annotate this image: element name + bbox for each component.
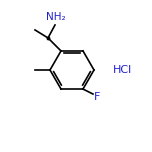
Text: HCl: HCl — [112, 65, 132, 75]
Text: NH₂: NH₂ — [46, 12, 66, 22]
Text: F: F — [94, 92, 100, 102]
